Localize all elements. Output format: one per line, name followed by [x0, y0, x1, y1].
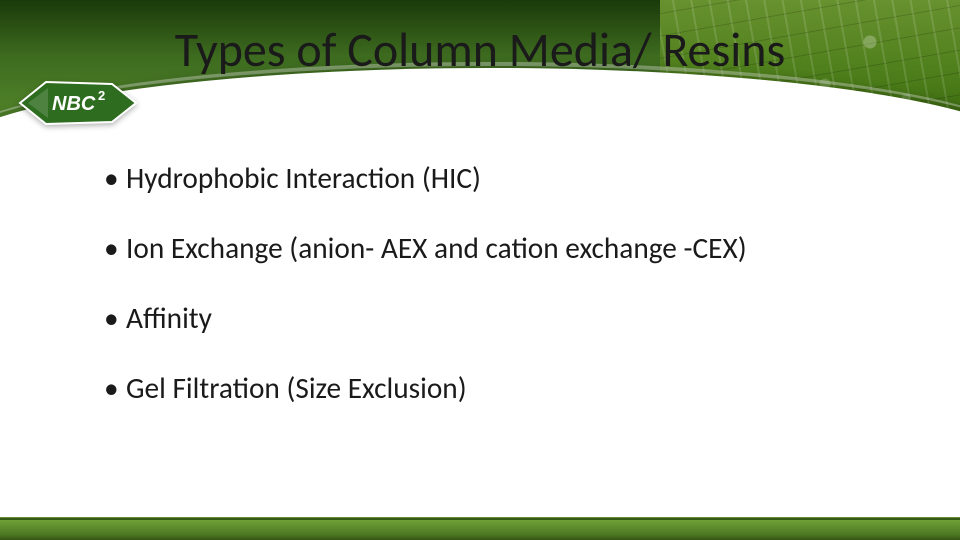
logo-arrow-icon: NBC 2 [18, 78, 138, 128]
footer-bar [0, 518, 960, 540]
svg-text:NBC: NBC [52, 93, 96, 115]
logo-badge: NBC 2 [18, 78, 138, 128]
slide: Types of Column Media/ Resins NBC 2 Hydr… [0, 0, 960, 540]
list-item: Hydrophobic Interaction (HIC) [100, 160, 880, 196]
list-item: Affinity [100, 300, 880, 336]
list-item: Gel Filtration (Size Exclusion) [100, 370, 880, 406]
svg-text:2: 2 [98, 88, 105, 103]
logo-text: NBC [52, 93, 96, 115]
list-item: Ion Exchange (anion- AEX and cation exch… [100, 230, 880, 266]
bullet-text: Gel Filtration (Size Exclusion) [126, 370, 467, 406]
logo-superscript: 2 [98, 88, 105, 103]
slide-title: Types of Column Media/ Resins [0, 20, 960, 79]
bullet-text: Hydrophobic Interaction (HIC) [126, 160, 481, 196]
bullet-text: Ion Exchange (anion- AEX and cation exch… [126, 230, 747, 266]
bullet-text: Affinity [126, 300, 212, 336]
bullet-list: Hydrophobic Interaction (HIC) Ion Exchan… [100, 160, 880, 406]
